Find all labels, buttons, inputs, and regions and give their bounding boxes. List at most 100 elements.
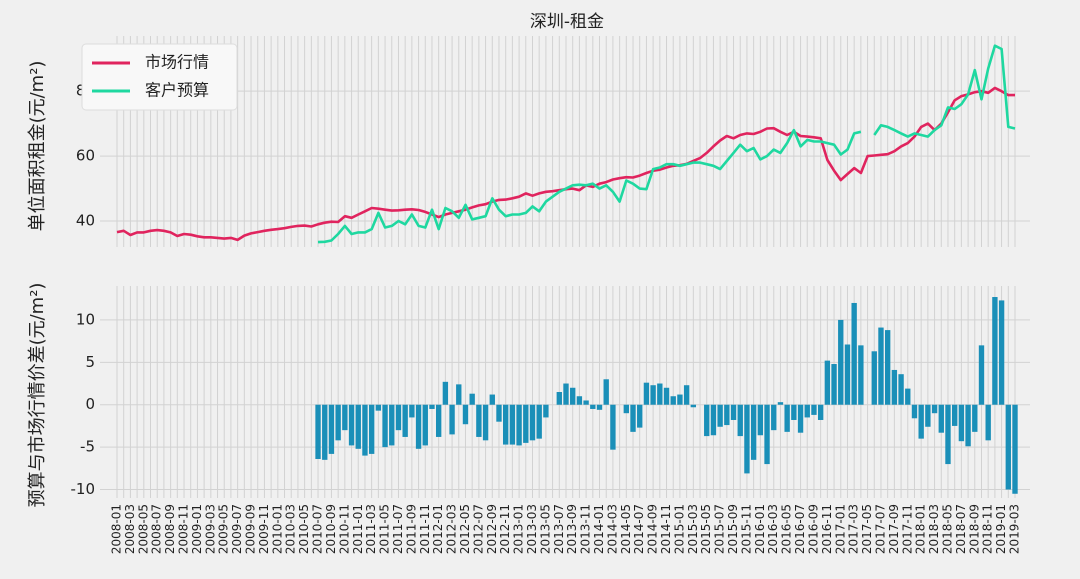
bar (402, 404, 408, 437)
bar (683, 385, 690, 405)
bar (529, 404, 536, 441)
bar (791, 404, 797, 420)
x-tick-label: 2014-07 (632, 504, 646, 554)
bar (844, 344, 851, 405)
bar (797, 404, 804, 433)
x-tick-label: 2015-01 (672, 504, 686, 554)
x-tick-label: 2014-11 (659, 504, 673, 554)
bar (657, 383, 663, 405)
x-tick-label: 2009-01 (190, 504, 204, 554)
bar (523, 404, 529, 443)
bar (771, 404, 777, 431)
bar (610, 404, 616, 450)
x-tick-label: 2008-01 (110, 504, 124, 554)
x-tick-label: 2013-11 (579, 504, 593, 554)
bar (469, 393, 475, 405)
x-tick-label: 2017-05 (860, 504, 874, 554)
x-tick-label: 2017-09 (887, 504, 901, 554)
x-tick-label: 2011-01 (351, 504, 365, 554)
bar (744, 404, 750, 474)
bar (925, 404, 931, 427)
bar (362, 404, 368, 456)
bar (1012, 404, 1018, 494)
bar (335, 404, 341, 441)
bar (623, 404, 629, 414)
bar (704, 404, 710, 437)
x-tick-label: 2011-07 (391, 504, 405, 554)
x-tick-label: 2012-03 (445, 504, 459, 554)
bar (650, 385, 656, 405)
x-tick-label: 2018-01 (914, 504, 928, 554)
legend-label: 客户预算 (145, 81, 209, 100)
bar (831, 364, 837, 405)
bar (570, 387, 576, 405)
bar (952, 404, 958, 426)
y-tick-label: -5 (80, 438, 95, 456)
y-tick-label: 5 (85, 353, 95, 371)
bar (670, 396, 676, 405)
x-tick-label: 2017-03 (847, 504, 861, 554)
x-tick-label: 2015-11 (739, 504, 753, 554)
x-tick-label: 2011-09 (404, 504, 418, 554)
x-tick-label: 2010-11 (337, 504, 351, 554)
bar (898, 374, 904, 405)
bar (965, 404, 971, 447)
x-tick-label: 2012-05 (458, 504, 472, 554)
bar (556, 392, 562, 405)
bar (663, 387, 670, 405)
legend-label: 市场行情 (145, 53, 209, 72)
bar (851, 302, 857, 405)
bar (958, 404, 965, 442)
y-tick-label: 10 (76, 310, 95, 328)
bar (496, 404, 502, 422)
x-tick-label: 2012-07 (471, 504, 485, 554)
bar (449, 404, 455, 435)
bar (456, 384, 462, 405)
bar (563, 383, 569, 405)
bar (938, 404, 944, 433)
y-axis-label: 单位面积租金(元/m²) (27, 61, 48, 232)
bar (476, 404, 482, 437)
bar (322, 404, 328, 460)
x-tick-label: 2016-01 (753, 504, 767, 554)
bar (690, 404, 697, 408)
x-tick-label: 2015-05 (699, 504, 713, 554)
bar (985, 404, 991, 441)
bar (503, 404, 509, 445)
x-tick-label: 2012-11 (498, 504, 512, 554)
bar (590, 404, 596, 409)
bar (415, 404, 422, 449)
x-tick-label: 2009-11 (257, 504, 271, 554)
bar (630, 404, 636, 432)
bar (784, 404, 790, 432)
x-tick-label: 2016-03 (766, 504, 780, 554)
bar (717, 404, 723, 427)
x-tick-label: 2011-05 (378, 504, 392, 554)
bar (945, 404, 951, 465)
bar (730, 404, 737, 420)
x-tick-label: 2019-03 (1008, 504, 1022, 554)
bar (368, 404, 375, 454)
bar (824, 360, 831, 405)
bar (435, 404, 442, 437)
bar (429, 404, 435, 409)
bar (637, 404, 643, 428)
x-tick-label: 2010-01 (270, 504, 284, 554)
bar (583, 400, 589, 405)
x-tick-label: 2009-07 (230, 504, 244, 554)
x-tick-label: 2011-03 (364, 504, 378, 554)
x-tick-label: 2018-07 (954, 504, 968, 554)
x-tick-label: 2017-11 (900, 504, 914, 554)
bar (395, 404, 402, 431)
bar (677, 394, 683, 405)
bar (905, 388, 911, 405)
x-tick-label: 2012-09 (485, 504, 499, 554)
bar (777, 402, 784, 405)
x-tick-label: 2018-05 (940, 504, 954, 554)
line (317, 128, 862, 244)
bar (328, 404, 335, 454)
y-tick-label: 0 (85, 395, 95, 413)
x-tick-label: 2009-05 (217, 504, 231, 554)
bar (462, 404, 469, 425)
y-axis-label: 预算与市场行情价差(元/m²) (27, 283, 48, 508)
